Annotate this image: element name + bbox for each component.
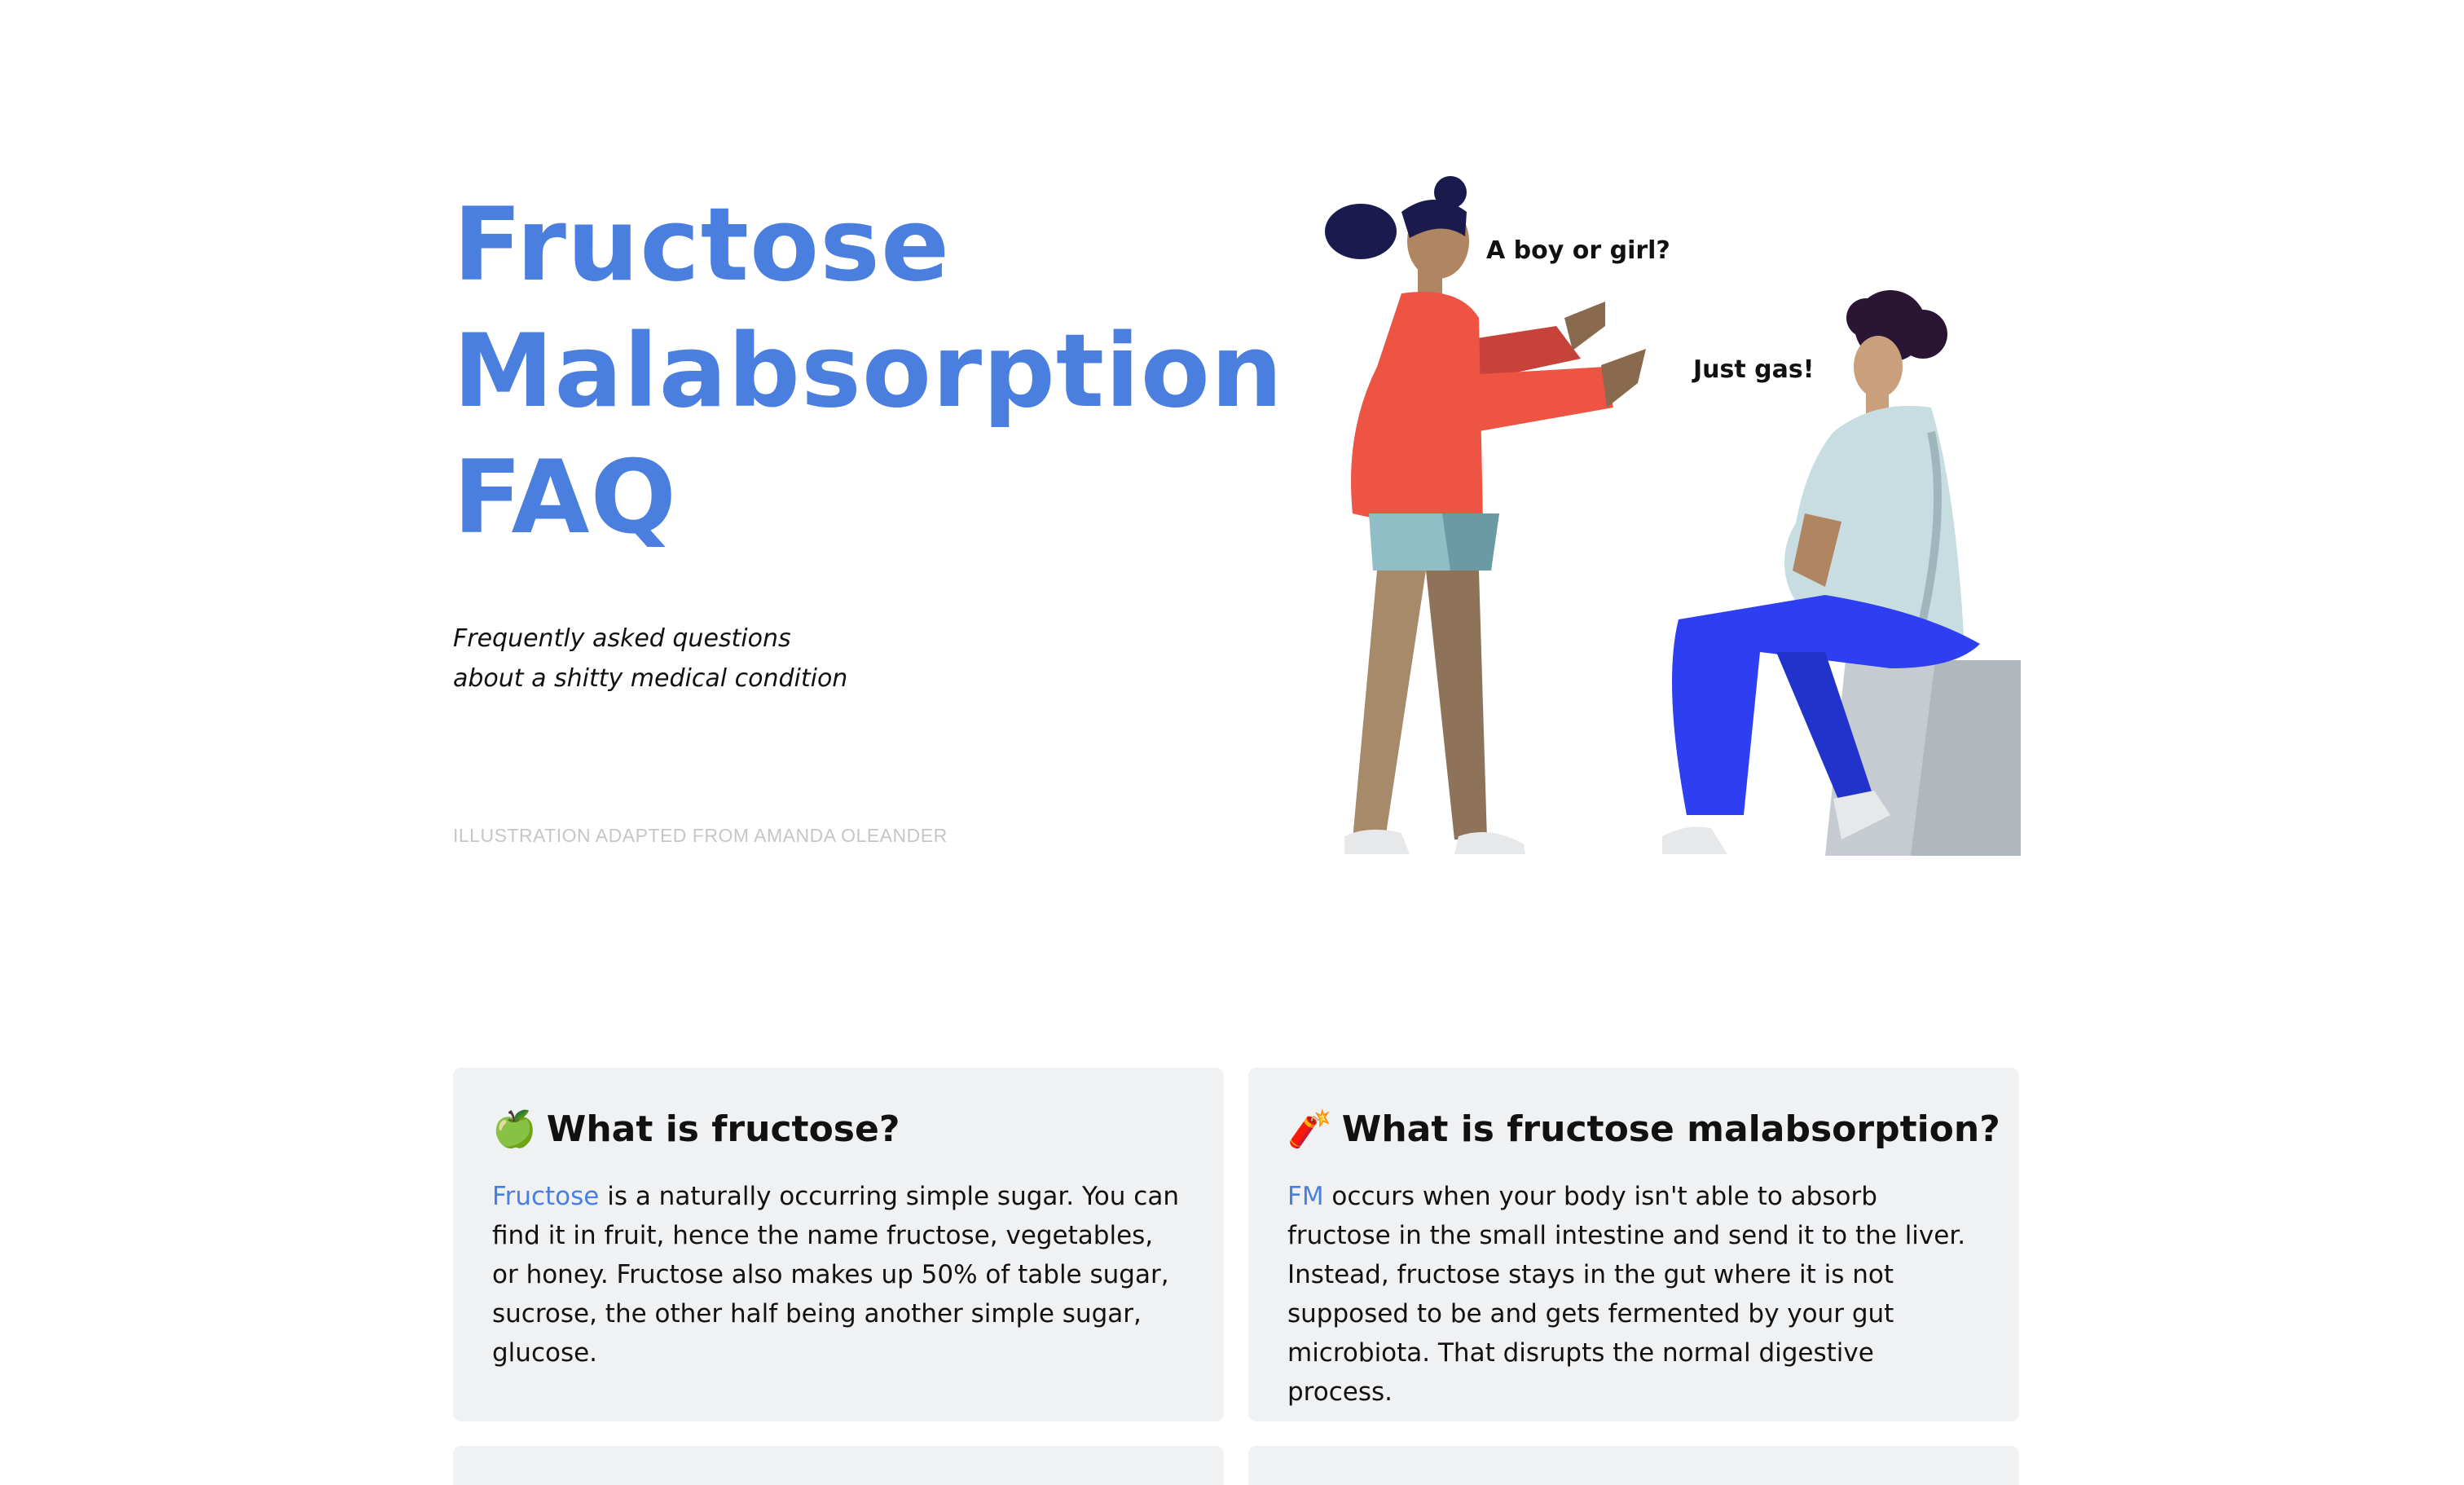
faq-card-partial: [1248, 1446, 2019, 1485]
firecracker-icon: 🧨: [1287, 1108, 1332, 1150]
faq-card-body: FM occurs when your body isn't able to a…: [1287, 1177, 1980, 1412]
speech-bubble-just-gas: Just gas!: [1693, 355, 1815, 384]
faq-card-body: Fructose is a naturally occurring simple…: [492, 1177, 1185, 1373]
seated-person-figure: [1662, 290, 2021, 856]
fm-link[interactable]: FM: [1287, 1182, 1324, 1211]
page-title: Fructose Malabsorption FAQ: [453, 183, 1284, 562]
illustration-credit: ILLUSTRATION ADAPTED FROM AMANDA OLEANDE…: [453, 825, 948, 846]
subtitle-line-1: Frequently asked questions: [453, 624, 791, 653]
hero: Fructose Malabsorption FAQ Frequently as…: [453, 183, 1284, 698]
subtitle: Frequently asked questions about a shitt…: [453, 619, 1235, 698]
subtitle-line-2: about a shitty medical condition: [453, 664, 848, 693]
faq-card-title-text: What is fructose malabsorption?: [1341, 1108, 2000, 1150]
title-line-3: FAQ: [453, 439, 677, 557]
faq-card-title: 🧨 What is fructose malabsorption?: [1287, 1107, 2000, 1152]
speech-bubble-boy-or-girl: A boy or girl?: [1486, 236, 1670, 265]
title-line-1: Fructose: [453, 187, 951, 304]
faq-card-title-text: What is fructose?: [546, 1108, 900, 1150]
standing-woman-figure: [1325, 176, 1646, 854]
green-apple-icon: 🍏: [492, 1108, 537, 1150]
faq-card-what-is-fructose: 🍏 What is fructose? Fructose is a natural…: [453, 1068, 1224, 1421]
faq-card-partial: [453, 1446, 1224, 1485]
faq-card-title: 🍏 What is fructose?: [492, 1107, 1185, 1152]
faq-card-body-text: occurs when your body isn't able to abso…: [1287, 1182, 1966, 1407]
hero-illustration: [1304, 163, 2037, 856]
faq-card-what-is-fm: 🧨 What is fructose malabsorption? FM occu…: [1248, 1068, 2019, 1421]
faq-card-body-text: is a naturally occurring simple sugar. Y…: [492, 1182, 1179, 1368]
illustration-svg: [1325, 176, 2021, 856]
title-line-2: Malabsorption: [453, 313, 1284, 430]
fructose-link[interactable]: Fructose: [492, 1182, 600, 1211]
